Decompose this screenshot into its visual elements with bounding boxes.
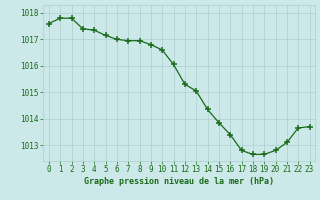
X-axis label: Graphe pression niveau de la mer (hPa): Graphe pression niveau de la mer (hPa) (84, 177, 274, 186)
